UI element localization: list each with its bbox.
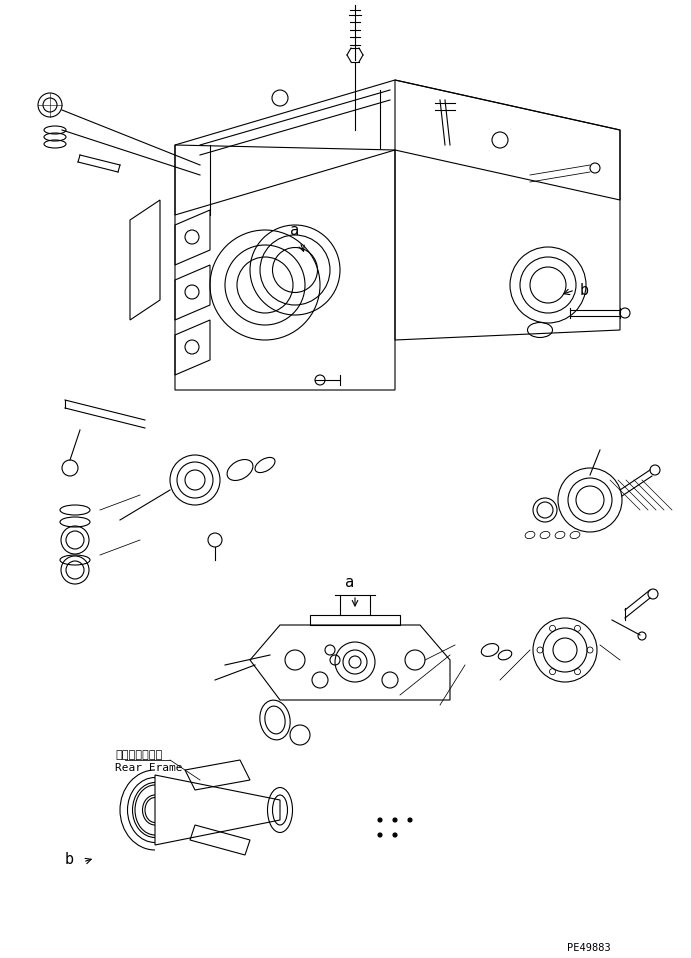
Circle shape [393, 833, 397, 837]
Text: Rear Frame: Rear Frame [115, 763, 182, 773]
Text: a: a [290, 223, 300, 238]
Text: b: b [580, 283, 589, 298]
Circle shape [408, 818, 412, 822]
Text: リヤーフレーム: リヤーフレーム [115, 750, 162, 760]
Text: b: b [65, 853, 74, 868]
Circle shape [393, 818, 397, 822]
Circle shape [378, 818, 382, 822]
Polygon shape [155, 775, 280, 845]
Text: a: a [346, 575, 354, 590]
Text: PE49883: PE49883 [567, 943, 611, 953]
Circle shape [378, 833, 382, 837]
